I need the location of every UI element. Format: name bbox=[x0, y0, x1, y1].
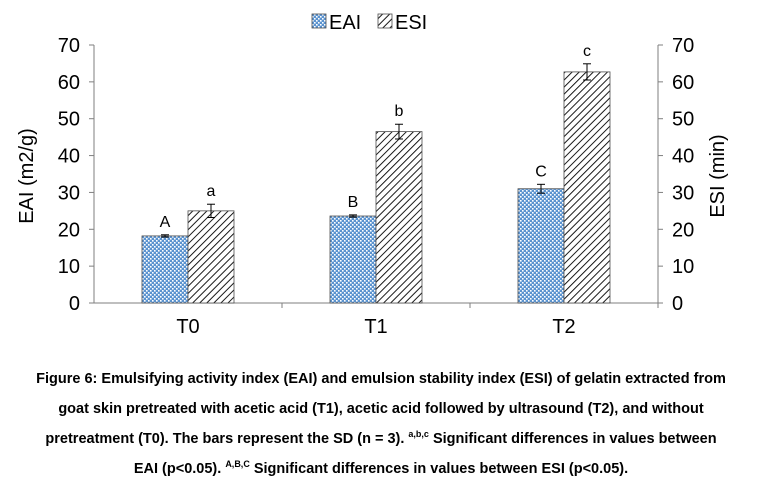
y2-tick-label: 30 bbox=[672, 182, 694, 204]
significance-label: B bbox=[348, 194, 359, 211]
legend-label-esi: ESI bbox=[395, 12, 427, 34]
y2-tick-label: 70 bbox=[672, 35, 694, 57]
bar-esi-t2 bbox=[563, 71, 611, 304]
caption-line-1: Figure 6: Emulsifying activity index (EA… bbox=[36, 371, 726, 387]
y2-tick-label: 20 bbox=[672, 219, 694, 241]
significance-label: a bbox=[207, 183, 216, 200]
y2-tick-label: 10 bbox=[672, 256, 694, 278]
caption-line-3: pretreatment (T0). The bars represent th… bbox=[0, 424, 762, 454]
legend-label-eai: EAI bbox=[329, 12, 361, 34]
x-tick-label: T2 bbox=[552, 316, 575, 338]
y2-tick-label: 0 bbox=[672, 293, 683, 315]
axes: 0 10 20 30 40 50 60 70 0 10 20 30 40 50 60 70 T0 T1 T2 bbox=[58, 35, 695, 338]
caption-line-3-sup: a,b,c bbox=[408, 429, 429, 439]
y-tick-label: 40 bbox=[58, 146, 80, 168]
legend-swatch-eai bbox=[311, 13, 327, 29]
y-tick-label: 50 bbox=[58, 109, 80, 131]
caption-line-4: EAI (p<0.05). A,B,C Significant differen… bbox=[0, 454, 762, 484]
bar-esi-t1 bbox=[375, 131, 423, 304]
bar-eai-t0 bbox=[141, 235, 189, 304]
x-tick-label: T1 bbox=[364, 316, 387, 338]
y2-axis-label: ESI (min) bbox=[707, 134, 729, 217]
y2-tick-label: 40 bbox=[672, 146, 694, 168]
bar-esi-t0 bbox=[187, 210, 235, 304]
y-tick-label: 60 bbox=[58, 72, 80, 94]
bars: Aa Bb Cc bbox=[141, 43, 611, 304]
y-axis-label: EAI (m2/g) bbox=[16, 128, 38, 224]
y-tick-label: 70 bbox=[58, 35, 80, 57]
legend: EAI ESI bbox=[311, 12, 427, 34]
significance-label: C bbox=[535, 163, 547, 180]
y2-tick-label: 50 bbox=[672, 109, 694, 131]
caption-line-3-text: pretreatment (T0). The bars represent th… bbox=[45, 431, 405, 447]
bar-eai-t1 bbox=[329, 215, 377, 304]
x-tick-label: T0 bbox=[176, 316, 199, 338]
caption-line-2: goat skin pretreated with acetic acid (T… bbox=[58, 401, 704, 417]
legend-swatch-esi bbox=[377, 13, 393, 29]
bar-eai-t2 bbox=[517, 188, 565, 304]
y-tick-label: 30 bbox=[58, 182, 80, 204]
y-tick-label: 20 bbox=[58, 219, 80, 241]
significance-label: b bbox=[395, 103, 404, 120]
y-tick-label: 0 bbox=[69, 293, 80, 315]
figure-caption: Figure 6: Emulsifying activity index (EA… bbox=[0, 364, 762, 484]
chart: EAI ESI 0 10 20 30 40 50 60 70 0 10 20 30 40 50 60 70 T0 T… bbox=[16, 12, 729, 338]
caption-line-4-text: EAI (p<0.05). bbox=[133, 461, 222, 477]
significance-label: c bbox=[583, 43, 591, 60]
y2-tick-label: 60 bbox=[672, 72, 694, 94]
caption-line-3-tail: Significant differences in values betwee… bbox=[432, 431, 717, 447]
y-tick-label: 10 bbox=[58, 256, 80, 278]
caption-line-4-sup: A,B,C bbox=[225, 459, 250, 469]
caption-line-4-tail: Significant differences in values betwee… bbox=[253, 461, 629, 477]
significance-label: A bbox=[160, 214, 171, 231]
